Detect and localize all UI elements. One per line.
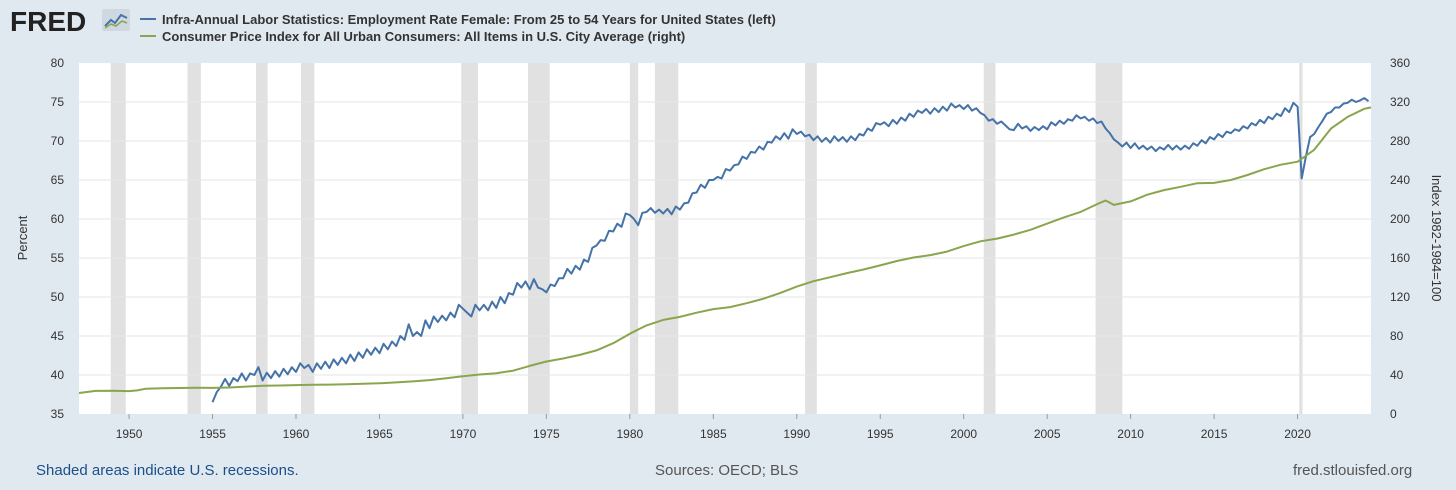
right-tick-label: 0	[1390, 407, 1397, 421]
left-tick-label: 70	[51, 134, 65, 148]
recession-band	[187, 63, 201, 414]
x-tick-label: 1950	[116, 427, 143, 441]
x-tick-label: 1990	[783, 427, 810, 441]
right-tick-label: 360	[1390, 56, 1410, 70]
grid-lines	[79, 101, 1371, 376]
legend-label-cpi: Consumer Price Index for All Urban Consu…	[162, 28, 686, 44]
legend-item-cpi[interactable]: Consumer Price Index for All Urban Consu…	[140, 28, 685, 44]
left-tick-label: 65	[51, 173, 65, 187]
left-tick-label: 75	[51, 95, 65, 109]
recession-band	[255, 63, 268, 414]
right-axis-ticks: 0 40 80 120 160 200 240 280 320 360	[1390, 56, 1410, 421]
recession-band	[1299, 63, 1303, 414]
fred-logo[interactable]: FRED	[10, 6, 87, 37]
left-tick-label: 60	[51, 212, 65, 226]
left-axis-title: Percent	[15, 215, 30, 260]
right-tick-label: 320	[1390, 95, 1410, 109]
left-tick-label: 35	[51, 407, 65, 421]
recession-band	[301, 63, 315, 414]
x-tick-label: 1965	[366, 427, 393, 441]
right-tick-label: 120	[1390, 290, 1410, 304]
left-tick-label: 55	[51, 251, 65, 265]
sources-text: Sources: OECD; BLS	[655, 462, 799, 479]
chart-line-icon	[102, 9, 130, 31]
recession-band	[629, 63, 639, 414]
right-tick-label: 40	[1390, 368, 1404, 382]
left-axis-ticks: 35 40 45 50 55 60 65 70 75 80	[51, 56, 65, 421]
legend-swatch-cpi	[140, 35, 156, 37]
left-tick-label: 45	[51, 329, 65, 343]
x-tick-label: 1960	[283, 427, 310, 441]
series-line-employment[interactable]	[211, 97, 1370, 403]
chart-header: FRED Infra-Annual Labor Statistics: Empl…	[0, 0, 1456, 50]
recession-bands	[110, 63, 1303, 414]
recession-band	[805, 63, 817, 414]
recession-note: Shaded areas indicate U.S. recessions.	[36, 462, 299, 479]
recession-band	[983, 63, 996, 414]
recession-band	[1095, 63, 1123, 414]
x-axis-ticks: 1950 1955 1960 1965 1970 1975 1980 1985 1990 1995…	[116, 414, 1311, 441]
recession-band	[528, 63, 550, 414]
x-tick-label: 1955	[199, 427, 226, 441]
left-tick-label: 50	[51, 290, 65, 304]
legend-label-employment: Infra-Annual Labor Statistics: Employmen…	[162, 11, 776, 27]
recession-band	[654, 63, 679, 414]
plot-background	[79, 63, 1371, 414]
legend-item-employment[interactable]: Infra-Annual Labor Statistics: Employmen…	[140, 11, 776, 27]
x-tick-label: 1985	[700, 427, 727, 441]
series-lines	[78, 97, 1372, 403]
series-line-cpi[interactable]	[78, 106, 1372, 394]
x-tick-label: 1970	[450, 427, 477, 441]
right-tick-label: 160	[1390, 251, 1410, 265]
left-tick-label: 80	[51, 56, 65, 70]
recession-band	[110, 63, 126, 414]
legend-swatch-employment	[140, 18, 156, 20]
x-tick-label: 1975	[533, 427, 560, 441]
right-tick-label: 240	[1390, 173, 1410, 187]
recession-band	[461, 63, 478, 414]
right-tick-label: 80	[1390, 329, 1404, 343]
x-tick-label: 2020	[1284, 427, 1311, 441]
right-axis-title: Index 1982-1984=100	[1429, 175, 1444, 302]
right-tick-label: 200	[1390, 212, 1410, 226]
x-tick-label: 1980	[617, 427, 644, 441]
x-tick-label: 2010	[1117, 427, 1144, 441]
x-tick-label: 2005	[1034, 427, 1061, 441]
x-tick-label: 2015	[1201, 427, 1228, 441]
x-tick-label: 2000	[950, 427, 977, 441]
right-tick-label: 280	[1390, 134, 1410, 148]
x-tick-label: 1995	[867, 427, 894, 441]
site-link[interactable]: fred.stlouisfed.org	[1293, 462, 1413, 479]
left-tick-label: 40	[51, 368, 65, 382]
